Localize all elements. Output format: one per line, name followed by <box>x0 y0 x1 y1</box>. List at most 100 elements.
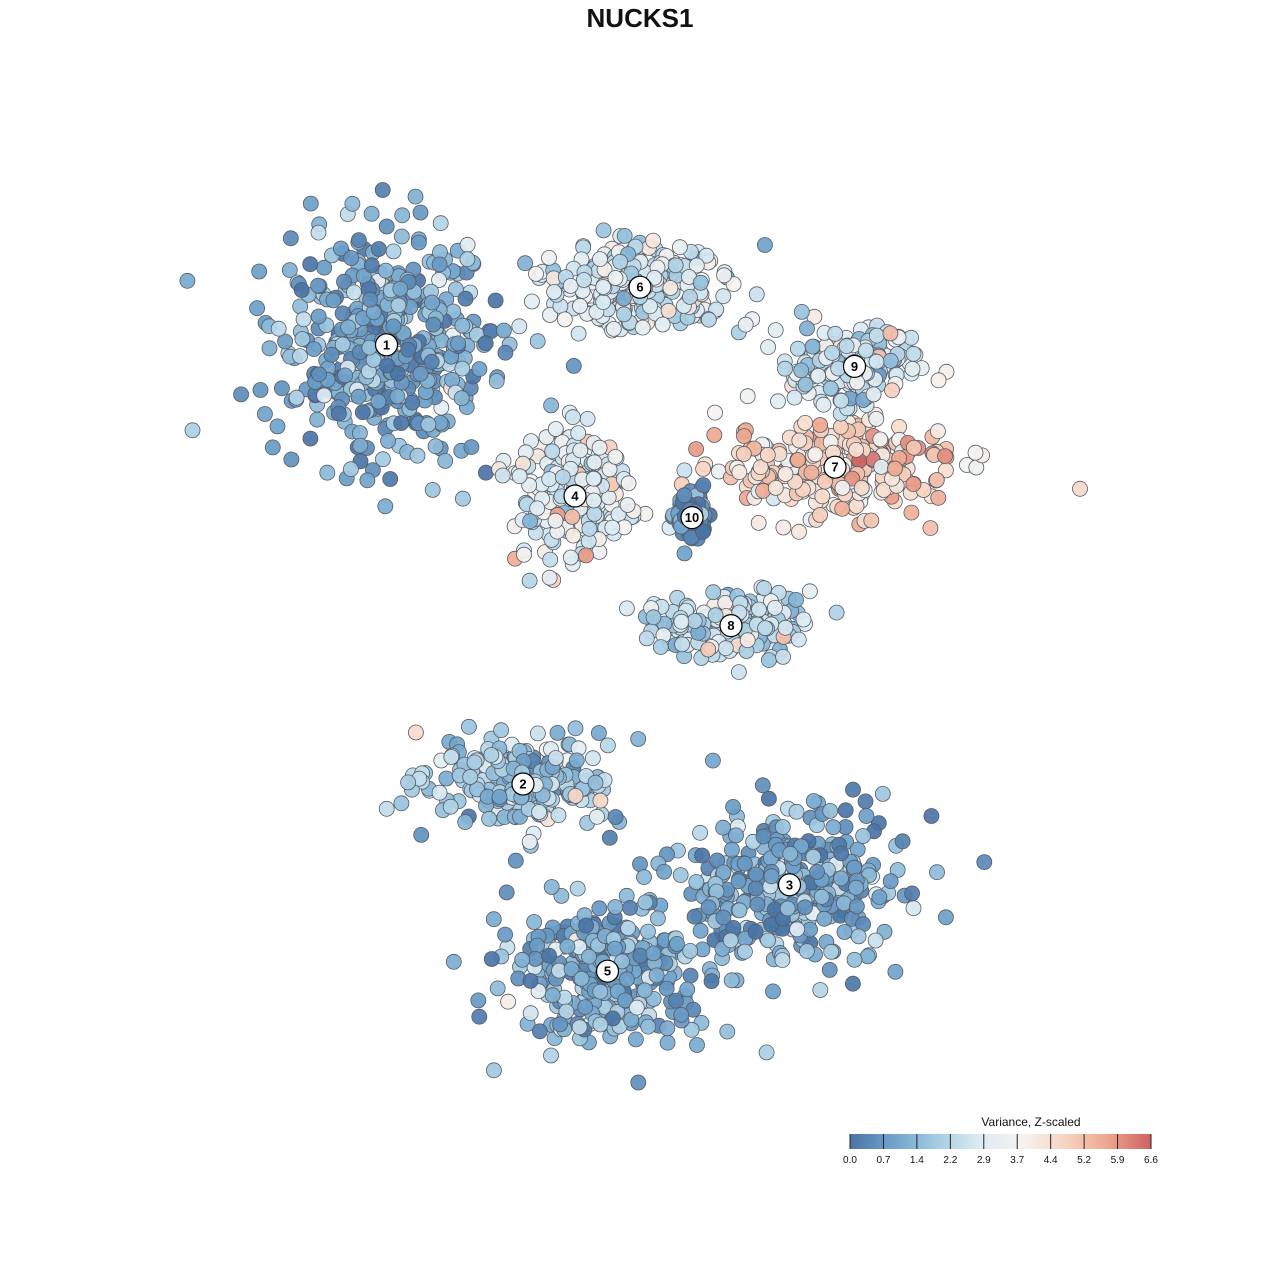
scatter-point <box>674 636 690 653</box>
scatter-point <box>549 725 566 741</box>
cluster-label-text: 6 <box>636 280 643 295</box>
scatter-point <box>310 308 327 325</box>
scatter-point <box>425 316 442 333</box>
scatter-point <box>559 938 576 955</box>
scatter-point <box>319 464 336 481</box>
scatter-point <box>282 230 299 247</box>
scatter-point <box>751 601 767 618</box>
scatter-point <box>791 432 808 449</box>
scatter-point <box>777 360 793 377</box>
scatter-point <box>498 884 515 901</box>
scatter-point <box>251 263 268 280</box>
legend-title: Variance, Z-scaled <box>981 1115 1080 1129</box>
scatter-point <box>423 353 440 370</box>
scatter-point <box>836 924 853 940</box>
scatter-point <box>804 338 821 355</box>
scatter-point <box>334 305 351 322</box>
scatter-point <box>630 731 647 747</box>
scatter-point <box>686 908 703 925</box>
cluster-label-marker <box>823 455 847 479</box>
scatter-point <box>833 845 849 862</box>
scatter-point <box>686 613 703 629</box>
scatter-point <box>457 814 474 830</box>
scatter-point <box>719 1023 736 1040</box>
scatter-point <box>750 515 767 531</box>
scatter-point <box>905 345 922 362</box>
scatter-point <box>882 325 899 342</box>
scatter-point <box>682 967 699 984</box>
scatter-point <box>868 353 885 370</box>
scatter-point <box>904 360 921 377</box>
scatter-point <box>564 509 581 525</box>
scatter-point <box>791 523 807 540</box>
scatter-point <box>528 265 544 282</box>
scatter-point <box>585 470 602 487</box>
scatter-point <box>723 972 740 989</box>
scatter-point <box>363 257 380 274</box>
scatter-point <box>676 545 693 562</box>
scatter-point <box>340 319 357 336</box>
scatter-point <box>470 992 487 1009</box>
scatter-point <box>628 1031 644 1048</box>
scatter-point <box>500 993 517 1010</box>
scatter-point <box>705 752 721 769</box>
scatter-point <box>346 284 362 301</box>
scatter-point <box>567 788 584 804</box>
colorbar-tick-label: 0.0 <box>843 1155 857 1166</box>
scatter-point <box>759 446 776 463</box>
scatter-point <box>522 973 539 989</box>
scatter-point <box>790 340 806 357</box>
scatter-point <box>407 188 424 205</box>
scatter-point <box>756 580 772 597</box>
scatter-point <box>938 909 954 926</box>
scatter-point <box>676 487 693 504</box>
scatter-point <box>668 992 684 1009</box>
scatter-point <box>288 389 305 406</box>
scatter-point <box>692 824 708 841</box>
scatter-point <box>737 943 753 960</box>
scatter-point <box>775 649 791 665</box>
scatter-point <box>450 335 466 352</box>
cluster-label-text: 10 <box>685 510 699 525</box>
scatter-point <box>302 430 319 447</box>
scatter-point <box>793 303 810 320</box>
scatter-point <box>754 777 771 794</box>
scatter-point <box>568 752 585 769</box>
colorbar-tick-label: 2.2 <box>943 1155 957 1166</box>
scatter-point <box>619 497 636 513</box>
cluster-label-text: 5 <box>604 964 611 979</box>
scatter-point <box>797 414 813 431</box>
scatter-point <box>871 889 888 905</box>
scatter-point <box>795 611 812 628</box>
scatter-point <box>767 322 784 339</box>
scatter-point <box>522 1005 539 1022</box>
scatter-point <box>477 464 494 481</box>
scatter-point <box>390 297 407 314</box>
scatter-point <box>637 894 654 911</box>
scatter-point <box>867 932 884 949</box>
scatter-point <box>359 472 376 489</box>
scatter-point <box>715 819 731 836</box>
scatter-point <box>493 722 510 739</box>
scatter-point <box>354 404 371 421</box>
scatter-point <box>576 272 592 288</box>
scatter-point <box>669 936 685 952</box>
scatter-point <box>595 279 612 295</box>
scatter-point <box>673 613 690 630</box>
scatter-point <box>281 262 298 279</box>
scatter-point <box>481 810 498 827</box>
scatter-point <box>662 280 679 296</box>
scatter-point <box>793 362 810 379</box>
colorbar-tick-label: 1.4 <box>910 1155 924 1166</box>
scatter-point <box>805 849 822 865</box>
scatter-point <box>775 519 792 536</box>
scatter-point <box>682 943 699 959</box>
scatter-point <box>592 983 609 1000</box>
scatter-point <box>570 325 587 342</box>
scatter-point <box>844 470 861 487</box>
scatter-point <box>812 982 829 998</box>
scatter-point <box>447 281 464 298</box>
scatter-point <box>645 609 662 626</box>
scatter-point <box>774 819 791 835</box>
scatter-point <box>607 899 624 915</box>
